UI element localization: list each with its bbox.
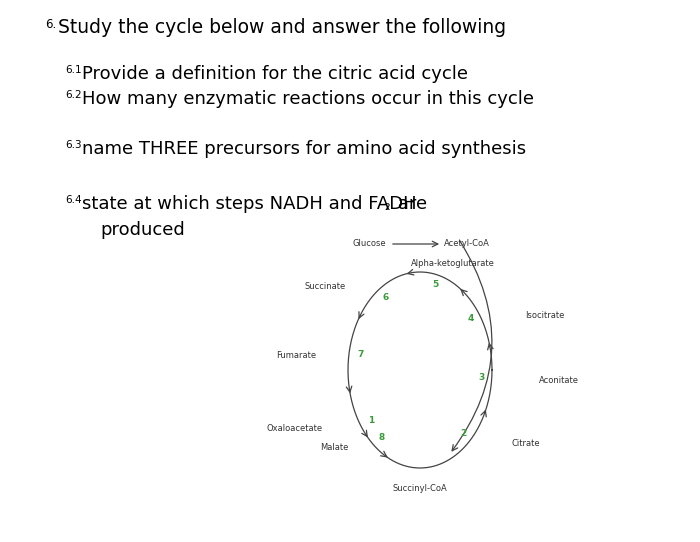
Text: produced: produced [100,221,185,239]
Text: Isocitrate: Isocitrate [525,311,565,320]
Text: 8: 8 [378,433,384,442]
Text: Citrate: Citrate [512,439,540,448]
Text: 6.: 6. [45,18,56,31]
Text: 3: 3 [479,373,485,382]
Text: name THREE precursors for amino acid synthesis: name THREE precursors for amino acid syn… [82,140,526,158]
Text: 5: 5 [433,281,439,289]
Text: state at which steps NADH and FADH: state at which steps NADH and FADH [82,195,416,213]
Text: 4: 4 [468,314,474,323]
Text: 2: 2 [461,429,467,438]
Text: 6.1: 6.1 [65,65,82,75]
Text: Study the cycle below and answer the following: Study the cycle below and answer the fol… [58,18,506,37]
Text: Oxaloacetate: Oxaloacetate [267,424,323,433]
Text: are: are [392,195,427,213]
Text: Aconitate: Aconitate [539,376,580,385]
Text: Succinyl-CoA: Succinyl-CoA [393,484,447,493]
Text: Succinate: Succinate [304,282,345,291]
Text: Acetyl-CoA: Acetyl-CoA [444,240,490,248]
Text: 6.3: 6.3 [65,140,82,150]
Text: Alpha-ketoglutarate: Alpha-ketoglutarate [411,259,495,268]
Text: ₂: ₂ [384,199,389,213]
Text: 1: 1 [368,416,374,425]
Text: 6.2: 6.2 [65,90,82,100]
Text: Provide a definition for the citric acid cycle: Provide a definition for the citric acid… [82,65,468,83]
Text: Malate: Malate [320,443,348,451]
Text: 7: 7 [358,350,364,359]
Text: Glucose: Glucose [352,240,386,248]
Text: 6: 6 [382,293,389,302]
Text: How many enzymatic reactions occur in this cycle: How many enzymatic reactions occur in th… [82,90,534,108]
Text: 6.4: 6.4 [65,195,82,205]
Text: Fumarate: Fumarate [276,351,316,360]
